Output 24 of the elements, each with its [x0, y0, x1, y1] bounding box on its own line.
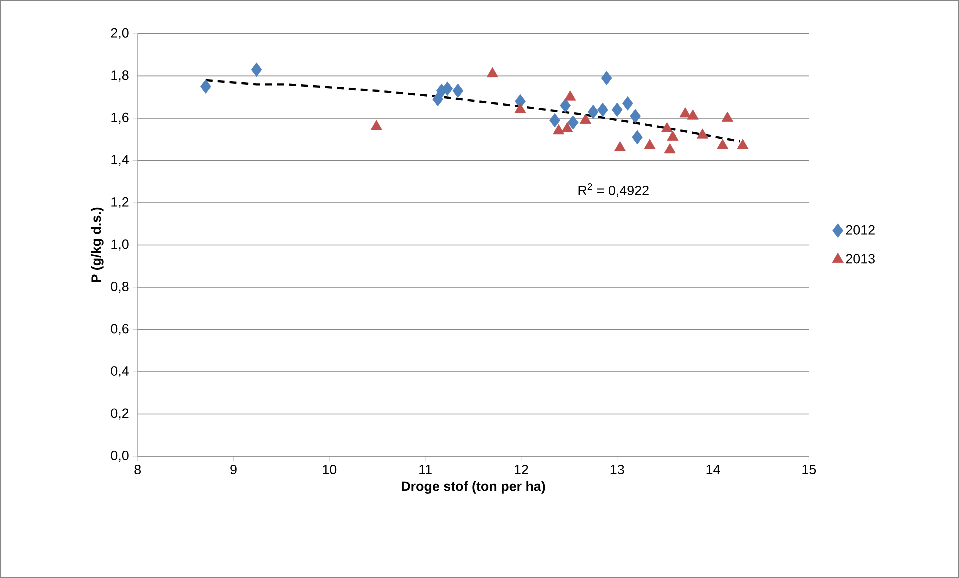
y-tick-label: 1,6 — [112, 112, 129, 124]
x-tick-label: 8 — [134, 464, 142, 474]
y-tick-label: 2,0 — [111, 28, 129, 40]
x-tick-label: 13 — [610, 464, 624, 474]
y-tick-label: 0,2 — [111, 408, 129, 420]
y-tick-label: 1,2 — [112, 197, 129, 208]
x-tick-label: 14 — [706, 464, 720, 474]
y-tick-label: 1,8 — [112, 70, 129, 82]
x-tick-label: 9 — [230, 464, 237, 474]
y-tick-label: 1,4 — [112, 155, 129, 166]
y-axis-title: P (g/kg d.s.) — [91, 208, 104, 282]
y-tick-label: 0,6 — [111, 324, 129, 336]
y-tick-label: 0,8 — [111, 282, 129, 293]
y-tick-label: 1,0 — [112, 240, 129, 251]
annotation: R$^{2}$ = 0,4922 — [578, 183, 649, 197]
x-tick-label: 10 — [323, 464, 337, 474]
legend-label: 2012 — [846, 225, 875, 235]
x-tick-label: 11 — [420, 464, 432, 474]
x-tick-label: 15 — [802, 464, 816, 474]
y-tick-label: 0,0 — [111, 450, 129, 462]
x-axis-title: Droge stof (ton per ha) — [402, 481, 546, 494]
legend-label: 2013 — [846, 254, 875, 264]
x-tick-label: 12 — [515, 464, 528, 474]
y-tick-label: 0,4 — [111, 366, 129, 378]
